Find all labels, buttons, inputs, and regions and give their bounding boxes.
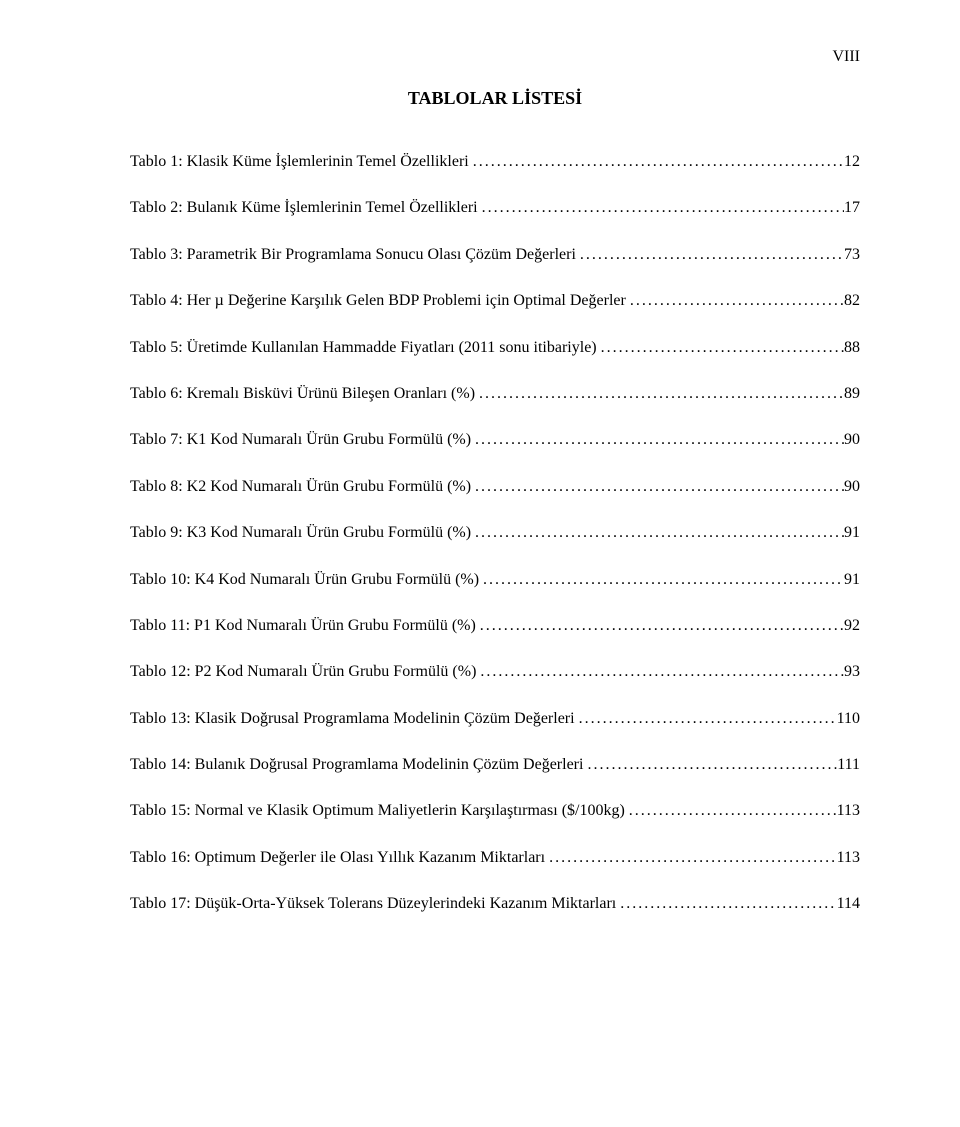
toc-entry: Tablo 4: Her µ Değerine Karşılık Gelen B… [130,290,860,312]
toc-entry: Tablo 16: Optimum Değerler ile Olası Yıl… [130,847,860,869]
toc-entry-page: 90 [844,429,860,451]
toc-entry-label: Tablo 16: Optimum Değerler ile Olası Yıl… [130,847,545,869]
toc-leader [475,383,844,405]
toc-entry-label: Tablo 9: K3 Kod Numaralı Ürün Grubu Form… [130,522,471,544]
toc-leader [471,429,844,451]
page-number: VIII [832,48,860,66]
toc-entry-page: 92 [844,615,860,637]
toc-entry: Tablo 15: Normal ve Klasik Optimum Maliy… [130,800,860,822]
toc-leader [471,522,844,544]
toc-entry: Tablo 17: Düşük-Orta-Yüksek Tolerans Düz… [130,893,860,915]
toc-entry: Tablo 8: K2 Kod Numaralı Ürün Grubu Form… [130,476,860,498]
toc-leader [479,569,844,591]
toc-entry-label: Tablo 12: P2 Kod Numaralı Ürün Grubu For… [130,661,476,683]
toc-leader [625,800,837,822]
toc-leader [616,893,836,915]
toc-entry-label: Tablo 8: K2 Kod Numaralı Ürün Grubu Form… [130,476,471,498]
toc-entry-page: 90 [844,476,860,498]
toc-entry-label: Tablo 3: Parametrik Bir Programlama Sonu… [130,244,576,266]
toc-leader [478,197,844,219]
toc-entry-page: 88 [844,337,860,359]
toc-entry-page: 114 [837,893,860,915]
toc-entry-page: 113 [837,847,860,869]
toc-entry-page: 73 [844,244,860,266]
toc-entry-page: 93 [844,661,860,683]
toc-leader [583,754,837,776]
table-of-tables: Tablo 1: Klasik Küme İşlemlerinin Temel … [130,151,860,916]
toc-leader [626,290,844,312]
toc-entry-label: Tablo 14: Bulanık Doğrusal Programlama M… [130,754,583,776]
toc-entry: Tablo 11: P1 Kod Numaralı Ürün Grubu For… [130,615,860,637]
toc-entry: Tablo 14: Bulanık Doğrusal Programlama M… [130,754,860,776]
toc-entry-label: Tablo 7: K1 Kod Numaralı Ürün Grubu Form… [130,429,471,451]
toc-leader [576,244,844,266]
toc-entry-page: 17 [844,197,860,219]
toc-entry-label: Tablo 10: K4 Kod Numaralı Ürün Grubu For… [130,569,479,591]
toc-leader [575,708,837,730]
toc-leader [469,151,844,173]
toc-entry: Tablo 10: K4 Kod Numaralı Ürün Grubu For… [130,569,860,591]
toc-entry-page: 91 [844,522,860,544]
toc-entry: Tablo 1: Klasik Küme İşlemlerinin Temel … [130,151,860,173]
toc-leader [476,661,844,683]
toc-entry-label: Tablo 5: Üretimde Kullanılan Hammadde Fi… [130,337,597,359]
toc-entry-page: 110 [837,708,860,730]
toc-entry-label: Tablo 4: Her µ Değerine Karşılık Gelen B… [130,290,626,312]
toc-entry: Tablo 3: Parametrik Bir Programlama Sonu… [130,244,860,266]
toc-entry-page: 89 [844,383,860,405]
toc-entry: Tablo 9: K3 Kod Numaralı Ürün Grubu Form… [130,522,860,544]
toc-leader [597,337,844,359]
toc-entry-page: 113 [837,800,860,822]
toc-entry: Tablo 2: Bulanık Küme İşlemlerinin Temel… [130,197,860,219]
toc-entry-label: Tablo 17: Düşük-Orta-Yüksek Tolerans Düz… [130,893,616,915]
toc-entry-label: Tablo 13: Klasik Doğrusal Programlama Mo… [130,708,575,730]
toc-entry-page: 82 [844,290,860,312]
toc-entry-label: Tablo 15: Normal ve Klasik Optimum Maliy… [130,800,625,822]
toc-entry: Tablo 6: Kremalı Bisküvi Ürünü Bileşen O… [130,383,860,405]
toc-leader [545,847,837,869]
toc-entry-page: 12 [844,151,860,173]
toc-entry: Tablo 13: Klasik Doğrusal Programlama Mo… [130,708,860,730]
toc-entry: Tablo 5: Üretimde Kullanılan Hammadde Fi… [130,337,860,359]
toc-entry: Tablo 12: P2 Kod Numaralı Ürün Grubu For… [130,661,860,683]
toc-entry-label: Tablo 11: P1 Kod Numaralı Ürün Grubu For… [130,615,476,637]
toc-entry-page: 111 [837,754,860,776]
page-title: TABLOLAR LİSTESİ [130,88,860,109]
toc-entry-label: Tablo 1: Klasik Küme İşlemlerinin Temel … [130,151,469,173]
toc-leader [471,476,844,498]
toc-leader [476,615,844,637]
toc-entry-label: Tablo 2: Bulanık Küme İşlemlerinin Temel… [130,197,478,219]
toc-entry-label: Tablo 6: Kremalı Bisküvi Ürünü Bileşen O… [130,383,475,405]
toc-entry: Tablo 7: K1 Kod Numaralı Ürün Grubu Form… [130,429,860,451]
toc-entry-page: 91 [844,569,860,591]
